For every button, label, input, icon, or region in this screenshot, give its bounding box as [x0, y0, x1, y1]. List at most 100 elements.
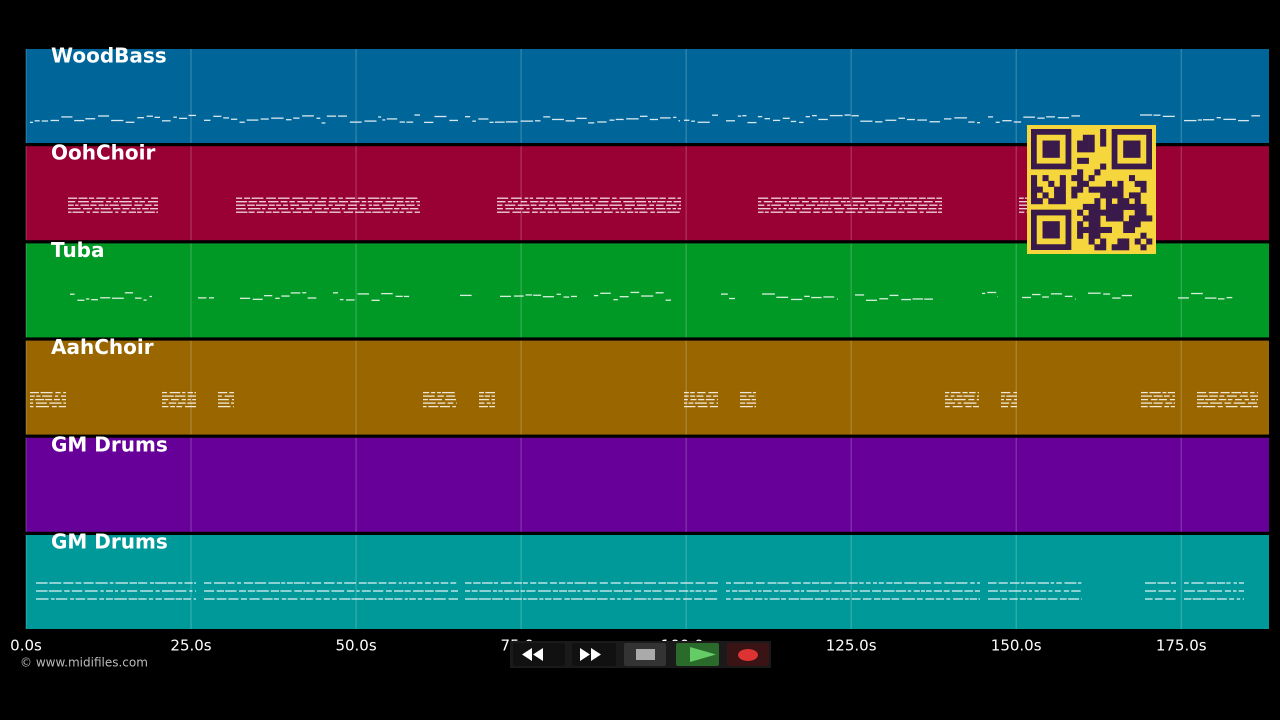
tick-label: 150.0s	[991, 637, 1042, 655]
qr-module	[1088, 146, 1095, 153]
qr-module	[1059, 198, 1066, 205]
forward-button[interactable]	[572, 643, 616, 666]
qr-module	[1031, 192, 1038, 199]
qr-module	[1036, 198, 1043, 205]
qr-module	[1077, 169, 1084, 176]
qr-module	[1031, 180, 1038, 187]
qr-module	[1082, 146, 1089, 153]
qr-module	[1140, 203, 1147, 210]
qr-module	[1105, 192, 1112, 199]
qr-module	[1134, 198, 1141, 205]
stop-button[interactable]	[624, 643, 666, 666]
track-lane	[26, 243, 1269, 338]
track-name: AahChoir	[51, 335, 154, 359]
qr-module	[1094, 203, 1101, 210]
tick-label: 25.0s	[170, 637, 211, 655]
qr-module	[1117, 215, 1124, 222]
qr-module	[1082, 157, 1089, 164]
qr-module	[1077, 140, 1084, 147]
qr-module	[1077, 175, 1084, 182]
qr-module	[1117, 203, 1124, 210]
qr-module	[1111, 244, 1118, 251]
qr-module	[1077, 186, 1084, 193]
qr-module	[1140, 232, 1147, 239]
qr-module	[1111, 192, 1118, 199]
qr-module	[1082, 215, 1089, 222]
stop-icon	[636, 649, 655, 660]
qr-module	[1071, 192, 1078, 199]
qr-module	[1031, 198, 1038, 205]
qr-module	[1031, 175, 1038, 182]
qr-module	[1077, 180, 1084, 187]
qr-module	[1094, 209, 1101, 216]
play-icon	[690, 647, 716, 662]
rewind-icon	[522, 648, 543, 661]
qr-module	[1077, 221, 1084, 228]
qr-module	[1105, 198, 1112, 205]
qr-module	[1134, 209, 1141, 216]
qr-module	[1088, 238, 1095, 245]
qr-module	[1059, 175, 1066, 182]
qr-module	[1100, 134, 1107, 141]
qr-module	[1111, 209, 1118, 216]
qr-finder	[1042, 221, 1060, 239]
track-name: WoodBass	[51, 44, 167, 68]
qr-module	[1082, 226, 1089, 234]
qr-module	[1094, 215, 1101, 222]
forward-icon	[580, 648, 601, 661]
track-lane	[26, 340, 1269, 435]
qr-module	[1077, 146, 1084, 153]
qr-module	[1134, 180, 1141, 187]
qr-finder	[1123, 140, 1141, 158]
qr-module	[1088, 140, 1095, 147]
qr-module	[1100, 186, 1107, 193]
qr-module	[1100, 226, 1107, 234]
qr-module	[1088, 186, 1095, 193]
tick-label: 175.0s	[1156, 637, 1207, 655]
qr-module	[1117, 198, 1124, 205]
qr-module	[1105, 203, 1112, 210]
qr-module	[1123, 198, 1130, 205]
qr-module	[1123, 226, 1130, 234]
qr-module	[1105, 209, 1112, 216]
qr-module	[1100, 238, 1107, 245]
record-button[interactable]	[727, 643, 769, 666]
qr-module	[1105, 215, 1112, 222]
track-name: GM Drums	[51, 530, 168, 554]
qr-module	[1088, 226, 1095, 234]
qr-module	[1117, 238, 1124, 245]
qr-module	[1082, 180, 1089, 187]
qr-module	[1094, 198, 1101, 205]
rewind-button[interactable]	[513, 643, 565, 666]
track-lane	[26, 535, 1269, 629]
qr-finder	[1042, 140, 1060, 158]
tick-label: 0.0s	[10, 637, 42, 655]
play-button[interactable]	[676, 643, 719, 666]
qr-module	[1128, 203, 1136, 210]
track-name: OohChoir	[51, 141, 155, 165]
qr-module	[1088, 209, 1095, 216]
qr-module	[1088, 232, 1095, 239]
qr-module	[1048, 180, 1055, 187]
qr-module	[1100, 209, 1107, 216]
qr-module	[1140, 209, 1147, 216]
qr-module	[1042, 175, 1049, 182]
qr-module	[1088, 175, 1095, 182]
qr-module	[1082, 134, 1089, 141]
copyright: © www.midifiles.com	[20, 656, 148, 670]
qr-module	[1082, 203, 1089, 210]
qr-module	[1105, 180, 1112, 187]
qr-module	[1094, 169, 1101, 176]
qr-module	[1123, 238, 1130, 245]
qr-module	[1054, 198, 1061, 205]
qr-module	[1146, 238, 1153, 245]
qr-module	[1077, 226, 1084, 234]
qr-module	[1094, 244, 1101, 251]
qr-module	[1117, 209, 1124, 216]
qr-module	[1140, 186, 1147, 193]
qr-module	[1128, 215, 1136, 222]
qr-module	[1071, 186, 1078, 193]
qr-module	[1059, 186, 1066, 193]
qr-module	[1146, 215, 1153, 222]
